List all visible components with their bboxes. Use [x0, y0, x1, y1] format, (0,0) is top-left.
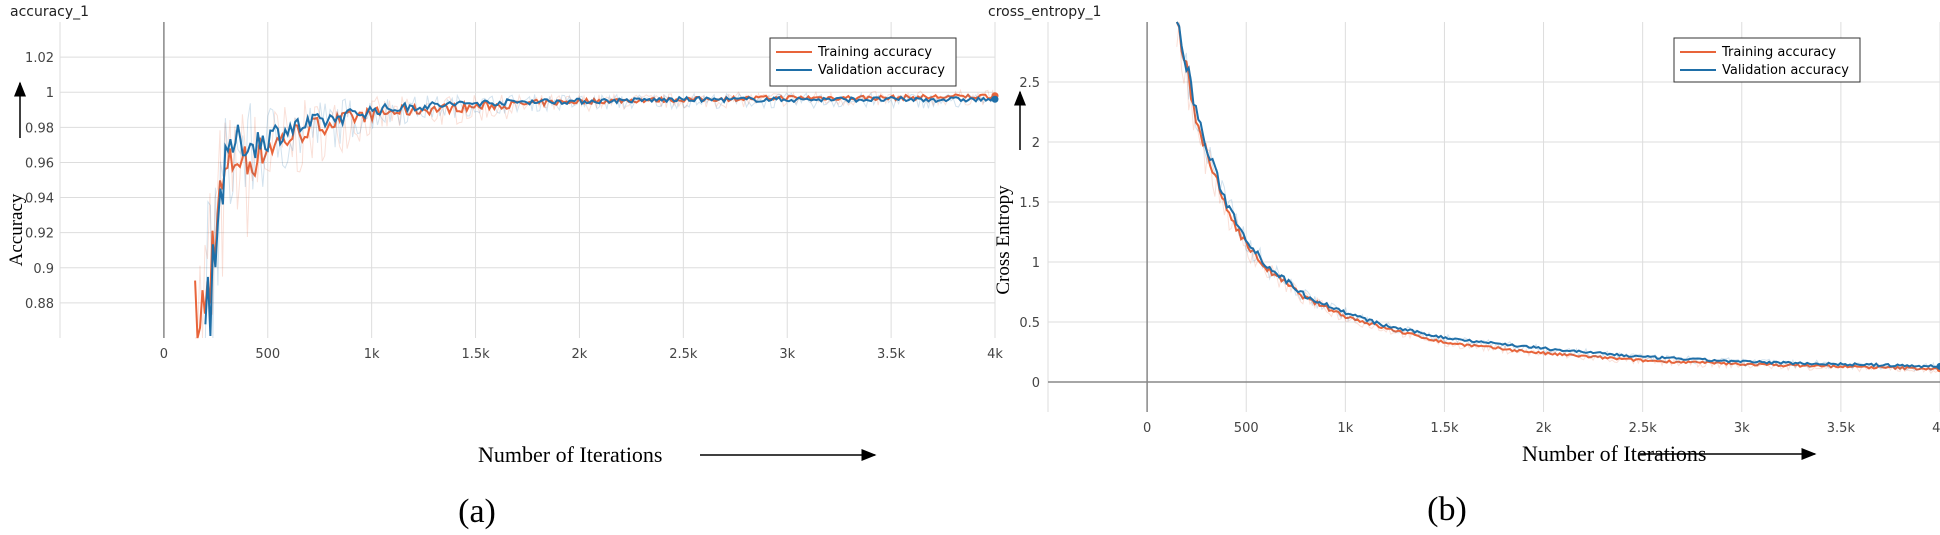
x-tick-label: 500 [255, 347, 280, 362]
x-tick-label: 1.5k [461, 347, 490, 362]
y-tick-label: 1 [1032, 256, 1040, 271]
y-tick-label: 0.5 [1019, 316, 1040, 331]
series-line [1175, 21, 1939, 371]
x-tick-label: 0 [1143, 421, 1151, 436]
y-tick-label: 2 [1032, 136, 1040, 151]
legend-label: Validation accuracy [1722, 63, 1849, 78]
x-tick-label: 1k [364, 347, 380, 362]
legend: Training accuracy Validation accuracy [1673, 37, 1861, 83]
y-axis-label: Cross Entropy [993, 185, 1014, 295]
chart-title: accuracy_1 [10, 4, 89, 20]
x-tick-label: 0 [160, 347, 168, 362]
series-end-point [991, 95, 999, 103]
y-tick-label: 0.98 [25, 121, 54, 136]
legend-label: Training accuracy [1721, 45, 1836, 60]
legend: Training accuracy Validation accuracy [769, 37, 957, 87]
y-tick-label: 0.9 [33, 262, 54, 277]
y-tick-label: 2.5 [1019, 76, 1040, 91]
x-tick-label: 3.5k [877, 347, 906, 362]
legend-label: Validation accuracy [818, 63, 945, 78]
y-tick-label: 1.02 [25, 51, 54, 66]
y-tick-label: 0.88 [25, 297, 54, 312]
y-tick-label: 0.96 [25, 156, 54, 171]
chart-title: cross_entropy_1 [988, 4, 1101, 20]
x-tick-label: 4k [987, 347, 1003, 362]
x-tick-label: 2.5k [1629, 421, 1658, 436]
x-tick-label: 4k [1932, 421, 1940, 436]
y-tick-label: 0 [1032, 376, 1040, 391]
x-tick-label: 2k [1536, 421, 1552, 436]
series-line [194, 93, 994, 339]
x-tick-label: 3k [779, 347, 795, 362]
x-tick-label: 3.5k [1827, 421, 1856, 436]
series-line [1175, 21, 1939, 369]
y-tick-label: 0.92 [25, 227, 54, 242]
y-tick-label: 0.94 [25, 192, 54, 207]
legend-box [1673, 37, 1861, 83]
y-tick-label: 1.5 [1019, 196, 1040, 211]
x-tick-label: 1.5k [1430, 421, 1459, 436]
legend-box [769, 37, 957, 87]
y-axis-label: Accuracy [6, 193, 27, 266]
x-tick-label: 3k [1734, 421, 1750, 436]
legend-label: Training accuracy [817, 45, 932, 60]
chart-panel-2: 0 500 1k 1.5k 2k 2.5k 3k 3.5k 4k 0 0.5 1 1.5 2 2.5 Trai… [988, 4, 1940, 528]
panel-label: (a) [458, 493, 496, 530]
panel-label: (b) [1427, 491, 1467, 528]
y-tick-label: 1 [46, 86, 54, 101]
x-tick-label: 2.5k [669, 347, 698, 362]
series-line [204, 95, 995, 337]
x-tick-label: 500 [1234, 421, 1259, 436]
series-raw-line [204, 91, 994, 339]
x-axis-label: Number of Iterations [478, 442, 663, 467]
series-end-point [1936, 362, 1940, 370]
chart-panel-1: 0 500 1k 1.5k 2k 2.5k 3k 3.5k 4k 0.88 0.9 0.92 0.94 0… [6, 4, 1003, 530]
x-tick-label: 2k [572, 347, 588, 362]
x-tick-label: 1k [1337, 421, 1353, 436]
